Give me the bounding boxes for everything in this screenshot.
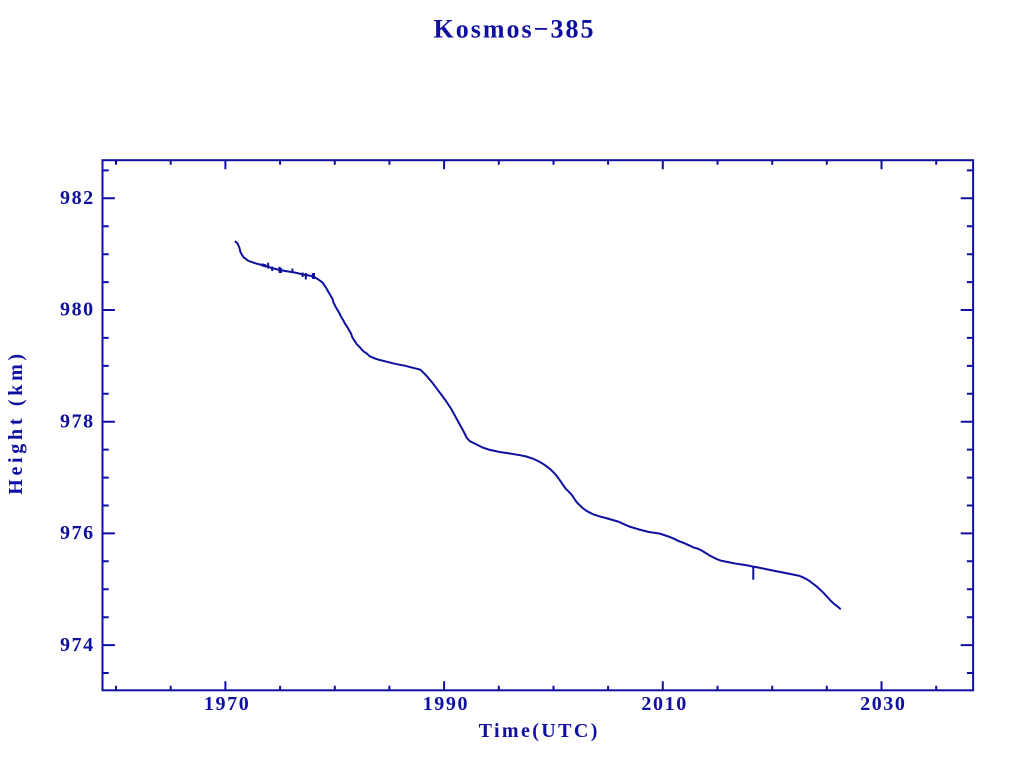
svg-text:1990: 1990: [423, 693, 469, 715]
svg-text:Time(UTC): Time(UTC): [479, 720, 600, 742]
svg-text:2030: 2030: [860, 693, 906, 715]
svg-text:980: 980: [60, 299, 95, 321]
svg-text:974: 974: [60, 634, 95, 656]
svg-text:1970: 1970: [204, 693, 250, 715]
svg-text:978: 978: [60, 410, 95, 432]
svg-text:Height (km): Height (km): [5, 350, 27, 495]
svg-text:Kosmos−385: Kosmos−385: [434, 15, 596, 44]
svg-text:982: 982: [60, 187, 95, 209]
svg-text:976: 976: [60, 522, 95, 544]
svg-text:2010: 2010: [641, 693, 687, 715]
